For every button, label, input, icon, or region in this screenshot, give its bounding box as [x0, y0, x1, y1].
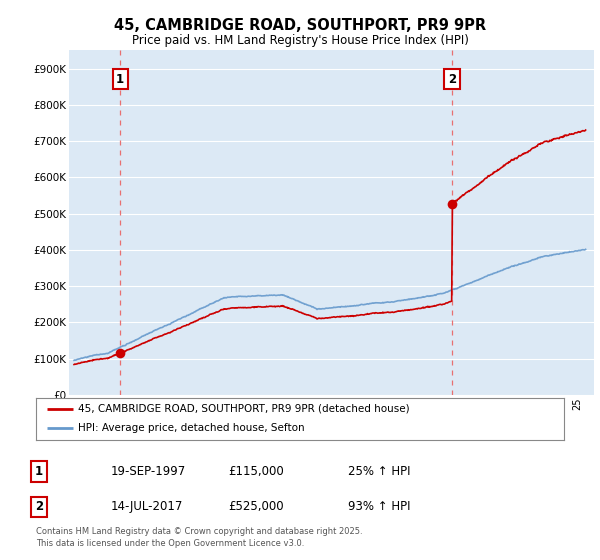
Text: HPI: Average price, detached house, Sefton: HPI: Average price, detached house, Seft… [78, 423, 305, 433]
Text: 1: 1 [35, 465, 43, 478]
Text: £115,000: £115,000 [228, 465, 284, 478]
Text: 14-JUL-2017: 14-JUL-2017 [111, 500, 184, 514]
Text: 1: 1 [116, 73, 124, 86]
Text: 19-SEP-1997: 19-SEP-1997 [111, 465, 186, 478]
Text: 45, CAMBRIDGE ROAD, SOUTHPORT, PR9 9PR (detached house): 45, CAMBRIDGE ROAD, SOUTHPORT, PR9 9PR (… [78, 404, 410, 414]
Text: Contains HM Land Registry data © Crown copyright and database right 2025.
This d: Contains HM Land Registry data © Crown c… [36, 527, 362, 548]
Text: 93% ↑ HPI: 93% ↑ HPI [348, 500, 410, 514]
Text: Price paid vs. HM Land Registry's House Price Index (HPI): Price paid vs. HM Land Registry's House … [131, 34, 469, 47]
Text: 2: 2 [448, 73, 456, 86]
Text: £525,000: £525,000 [228, 500, 284, 514]
Text: 25% ↑ HPI: 25% ↑ HPI [348, 465, 410, 478]
Text: 45, CAMBRIDGE ROAD, SOUTHPORT, PR9 9PR: 45, CAMBRIDGE ROAD, SOUTHPORT, PR9 9PR [114, 18, 486, 32]
Text: 2: 2 [35, 500, 43, 514]
